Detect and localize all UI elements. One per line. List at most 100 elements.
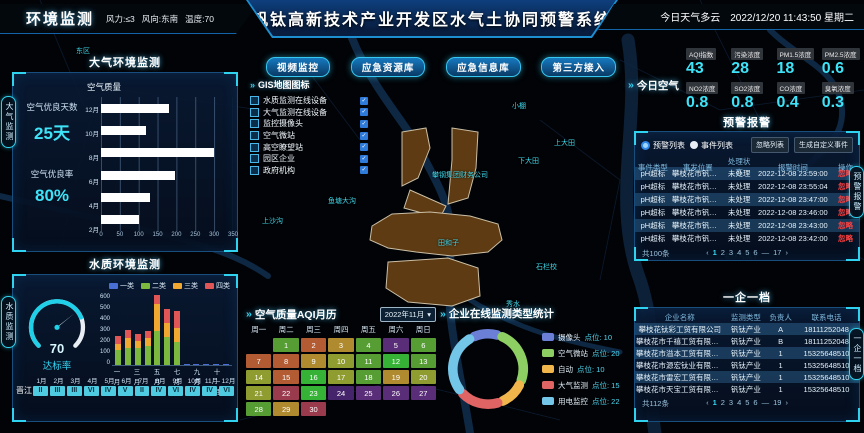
- page-button[interactable]: 6: [753, 398, 758, 407]
- ignore-action[interactable]: 忽略: [838, 234, 854, 243]
- month-select[interactable]: 2022年11月 ▾: [379, 306, 436, 322]
- page-button[interactable]: 17: [773, 248, 782, 257]
- ignore-list-button[interactable]: 忽略列表: [751, 137, 789, 153]
- calendar-day-cell[interactable]: 25: [355, 386, 382, 400]
- event-list-radio[interactable]: 事件列表: [690, 140, 733, 151]
- donut-legend-item[interactable]: 空气微站 点位: 20: [542, 348, 620, 359]
- calendar-day-cell[interactable]: 11: [355, 354, 382, 368]
- grade-cell[interactable]: IV: [100, 385, 116, 396]
- pager-prev-icon[interactable]: ‹: [706, 248, 709, 257]
- air-quality-chart[interactable]: 空气质量 12月 10月 8月 6月 4月 2月 0 50 100 150 200 250 300 35…: [85, 79, 238, 241]
- pager-next-icon[interactable]: ›: [785, 398, 788, 407]
- toolbar-button[interactable]: 应急信息库: [446, 57, 521, 77]
- donut-legend-item[interactable]: 大气监测 点位: 15: [542, 380, 620, 391]
- grade-cell[interactable]: II: [33, 385, 48, 396]
- page-button[interactable]: 1: [712, 248, 717, 257]
- page-button[interactable]: 2: [720, 248, 725, 257]
- layer-menu-item[interactable]: 大气监测在线设备 ✓: [250, 107, 368, 119]
- calendar-day-cell[interactable]: 18: [355, 370, 382, 384]
- calendar-day-cell[interactable]: 20: [410, 370, 436, 384]
- calendar-day-cell[interactable]: 22: [273, 386, 299, 400]
- page-button[interactable]: 19: [773, 398, 782, 407]
- calendar-day-cell[interactable]: 9: [300, 354, 327, 368]
- page-button[interactable]: 3: [728, 398, 734, 407]
- ignore-action[interactable]: 忽略: [838, 221, 854, 230]
- page-button[interactable]: 1: [712, 398, 717, 407]
- calendar-day-cell[interactable]: 10: [328, 354, 354, 368]
- layer-menu-item[interactable]: 高空瞭望站 ✓: [250, 141, 368, 153]
- pager-next-icon[interactable]: ›: [785, 248, 788, 257]
- calendar-day-cell[interactable]: 21: [246, 386, 272, 400]
- grade-cell[interactable]: II: [134, 385, 150, 396]
- calendar-day-cell[interactable]: 29: [273, 402, 299, 416]
- calendar-day-cell[interactable]: 13: [410, 354, 436, 368]
- donut-legend-item[interactable]: 用电监控 点位: 22: [542, 396, 620, 407]
- layer-menu-item[interactable]: 园区企业 ✓: [250, 153, 368, 165]
- calendar-day-cell[interactable]: 4: [355, 338, 382, 352]
- calendar-day-cell[interactable]: 8: [273, 354, 299, 368]
- page-button[interactable]: 2: [720, 398, 725, 407]
- side-tab-enterprise[interactable]: 一企一档: [849, 328, 864, 380]
- calendar-day-cell[interactable]: 24: [328, 386, 354, 400]
- calendar-day-cell[interactable]: 19: [383, 370, 409, 384]
- donut-segment[interactable]: [440, 321, 536, 417]
- enterprise-table-row[interactable]: 攀枝花市源宏钛业有限公... 钒钛产业 1 15325648510: [635, 359, 859, 371]
- side-tab-water-monitor[interactable]: 水质监测: [1, 296, 16, 348]
- calendar-day-cell[interactable]: 5: [383, 338, 409, 352]
- pager-prev-icon[interactable]: ‹: [706, 398, 709, 407]
- layer-menu-item[interactable]: 水质监测在线设备 ✓: [250, 95, 368, 107]
- calendar-day-cell[interactable]: 6: [410, 338, 436, 352]
- enterprise-table-row[interactable]: 攀枝花市千禧工贸有限公... 钒钛产业 B 18111252048: [635, 335, 859, 347]
- grade-cell[interactable]: VI: [83, 385, 99, 396]
- grade-cell[interactable]: III: [66, 385, 82, 396]
- checkbox-checked-icon[interactable]: ✓: [360, 154, 368, 163]
- calendar-day-cell[interactable]: 1: [273, 338, 299, 352]
- layer-menu-header[interactable]: » GIS地图图标: [250, 78, 368, 91]
- water-class-chart[interactable]: 一类 二类 三类 四类 600 500 400 300 200 100 0 一月 三月 五月 七月 九月十…: [96, 279, 232, 396]
- donut-legend-item[interactable]: 摄像头 点位: 10: [542, 332, 620, 343]
- toolbar-button[interactable]: 第三方接入: [541, 57, 616, 77]
- grade-cell[interactable]: III: [49, 385, 65, 396]
- page-button[interactable]: 6: [753, 248, 758, 257]
- grade-cell[interactable]: VI: [168, 385, 184, 396]
- checkbox-checked-icon[interactable]: ✓: [360, 108, 368, 117]
- enterprise-table-row[interactable]: 攀枝花市溢本工贸有限公... 钒钛产业 1 15325648510: [635, 347, 859, 359]
- donut-segment[interactable]: [442, 323, 534, 415]
- grade-cell[interactable]: V: [117, 385, 133, 396]
- page-button[interactable]: 3: [728, 248, 734, 257]
- toolbar-button[interactable]: 应急资源库: [350, 57, 426, 77]
- grade-cell[interactable]: IV: [151, 385, 167, 396]
- calendar-day-cell[interactable]: 30: [300, 402, 327, 416]
- calendar-day-cell[interactable]: 7: [246, 354, 272, 368]
- checkbox-checked-icon[interactable]: ✓: [360, 166, 368, 175]
- calendar-day-cell[interactable]: 23: [300, 386, 327, 400]
- layer-menu-item[interactable]: 空气微站 ✓: [250, 130, 368, 142]
- calendar-day-cell[interactable]: 27: [410, 386, 436, 400]
- donut-legend-item[interactable]: 自动 点位: 10: [542, 364, 620, 375]
- grade-cell[interactable]: IV: [185, 385, 201, 396]
- side-tab-air-monitor[interactable]: 大气监测: [1, 96, 16, 148]
- checkbox-checked-icon[interactable]: ✓: [360, 96, 368, 105]
- side-tab-alarm[interactable]: 预警报警: [849, 166, 864, 218]
- layer-menu-item[interactable]: 监控摄像头 ✓: [250, 118, 368, 130]
- donut-segment[interactable]: [441, 322, 536, 417]
- calendar-day-cell[interactable]: 28: [246, 402, 272, 416]
- enterprise-table-row[interactable]: 攀枝花市天宝工贸有限公... 钒钛产业 1 15325648510: [635, 383, 859, 395]
- grade-cell[interactable]: VI: [219, 385, 235, 396]
- calendar-day-cell[interactable]: 16: [300, 370, 327, 384]
- checkbox-checked-icon[interactable]: ✓: [360, 143, 368, 152]
- custom-event-button[interactable]: 生成自定义事件: [794, 137, 853, 153]
- enterprise-table-row[interactable]: 攀枝花市雷宏工贸有限公... 钒钛产业 1 15325648510: [635, 371, 859, 383]
- page-button[interactable]: 4: [737, 248, 742, 257]
- calendar-day-cell[interactable]: 12: [383, 354, 409, 368]
- checkbox-checked-icon[interactable]: ✓: [360, 119, 368, 128]
- calendar-day-cell[interactable]: 17: [328, 370, 354, 384]
- page-button[interactable]: 5: [745, 398, 750, 407]
- grade-cell[interactable]: IV: [202, 385, 218, 396]
- calendar-day-cell[interactable]: 26: [383, 386, 409, 400]
- map-district-polygons[interactable]: [369, 127, 503, 307]
